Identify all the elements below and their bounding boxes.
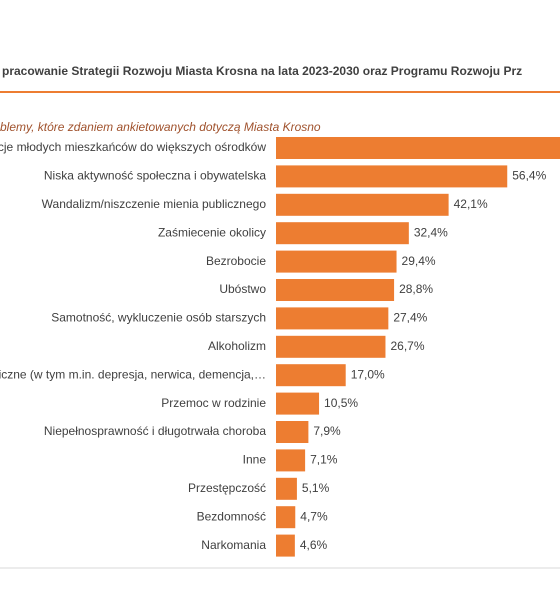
bar: [276, 279, 395, 301]
bar: [276, 534, 295, 557]
bar: [276, 477, 297, 500]
chart-title: blemy, które zdaniem ankietowanych dotyc…: [0, 120, 321, 134]
bar: [276, 421, 309, 443]
bar: [276, 449, 306, 472]
value-label: 56,4%: [512, 169, 546, 183]
value-label: 7,1%: [310, 453, 338, 467]
bar: [276, 250, 397, 273]
value-label: 4,6%: [300, 538, 328, 552]
category-label: cje młodych mieszkańców do większych ośr…: [0, 140, 266, 154]
category-label: chiczne (w tym m.in. depresja, nerwica, …: [0, 367, 266, 381]
bar: [276, 335, 386, 358]
category-label: Wandalizm/niszczenie mienia publicznego: [42, 197, 267, 211]
bar: [276, 165, 508, 188]
value-label: 29,4%: [402, 254, 436, 268]
bar: [276, 137, 560, 159]
value-label: 10,5%: [324, 396, 358, 410]
header-title: pracowanie Strategii Rozwoju Miasta Kros…: [2, 64, 522, 78]
value-label: 4,7%: [300, 509, 328, 523]
category-label: Alkoholizm: [208, 339, 266, 353]
bar: [276, 364, 346, 387]
value-label: 26,7%: [390, 339, 424, 353]
value-label: 28,8%: [399, 282, 433, 296]
bar: [276, 392, 320, 415]
value-label: 5,1%: [302, 481, 330, 495]
value-label: 7,9%: [313, 424, 341, 438]
category-label: Niepełnosprawność i długotrwała choroba: [44, 424, 266, 438]
bar: [276, 193, 449, 216]
category-label: Inne: [243, 453, 267, 467]
category-label: Samotność, wykluczenie osób starszych: [51, 311, 266, 325]
value-label: 42,1%: [454, 197, 488, 211]
category-label: Niska aktywność społeczna i obywatelska: [44, 169, 266, 183]
category-label: Narkomania: [201, 538, 266, 552]
bar: [276, 506, 296, 529]
bar: [276, 222, 409, 245]
category-label: Ubóstwo: [219, 282, 266, 296]
category-label: Bezdomność: [197, 509, 266, 523]
bar: [276, 307, 389, 330]
category-label: Przemoc w rodzinie: [161, 396, 266, 410]
category-label: Przestępczość: [188, 481, 266, 495]
value-label: 27,4%: [393, 311, 427, 325]
category-label: Zaśmiecenie okolicy: [158, 225, 266, 239]
value-label: 17,0%: [351, 367, 385, 381]
category-label: Bezrobocie: [206, 254, 266, 268]
value-label: 32,4%: [414, 225, 448, 239]
